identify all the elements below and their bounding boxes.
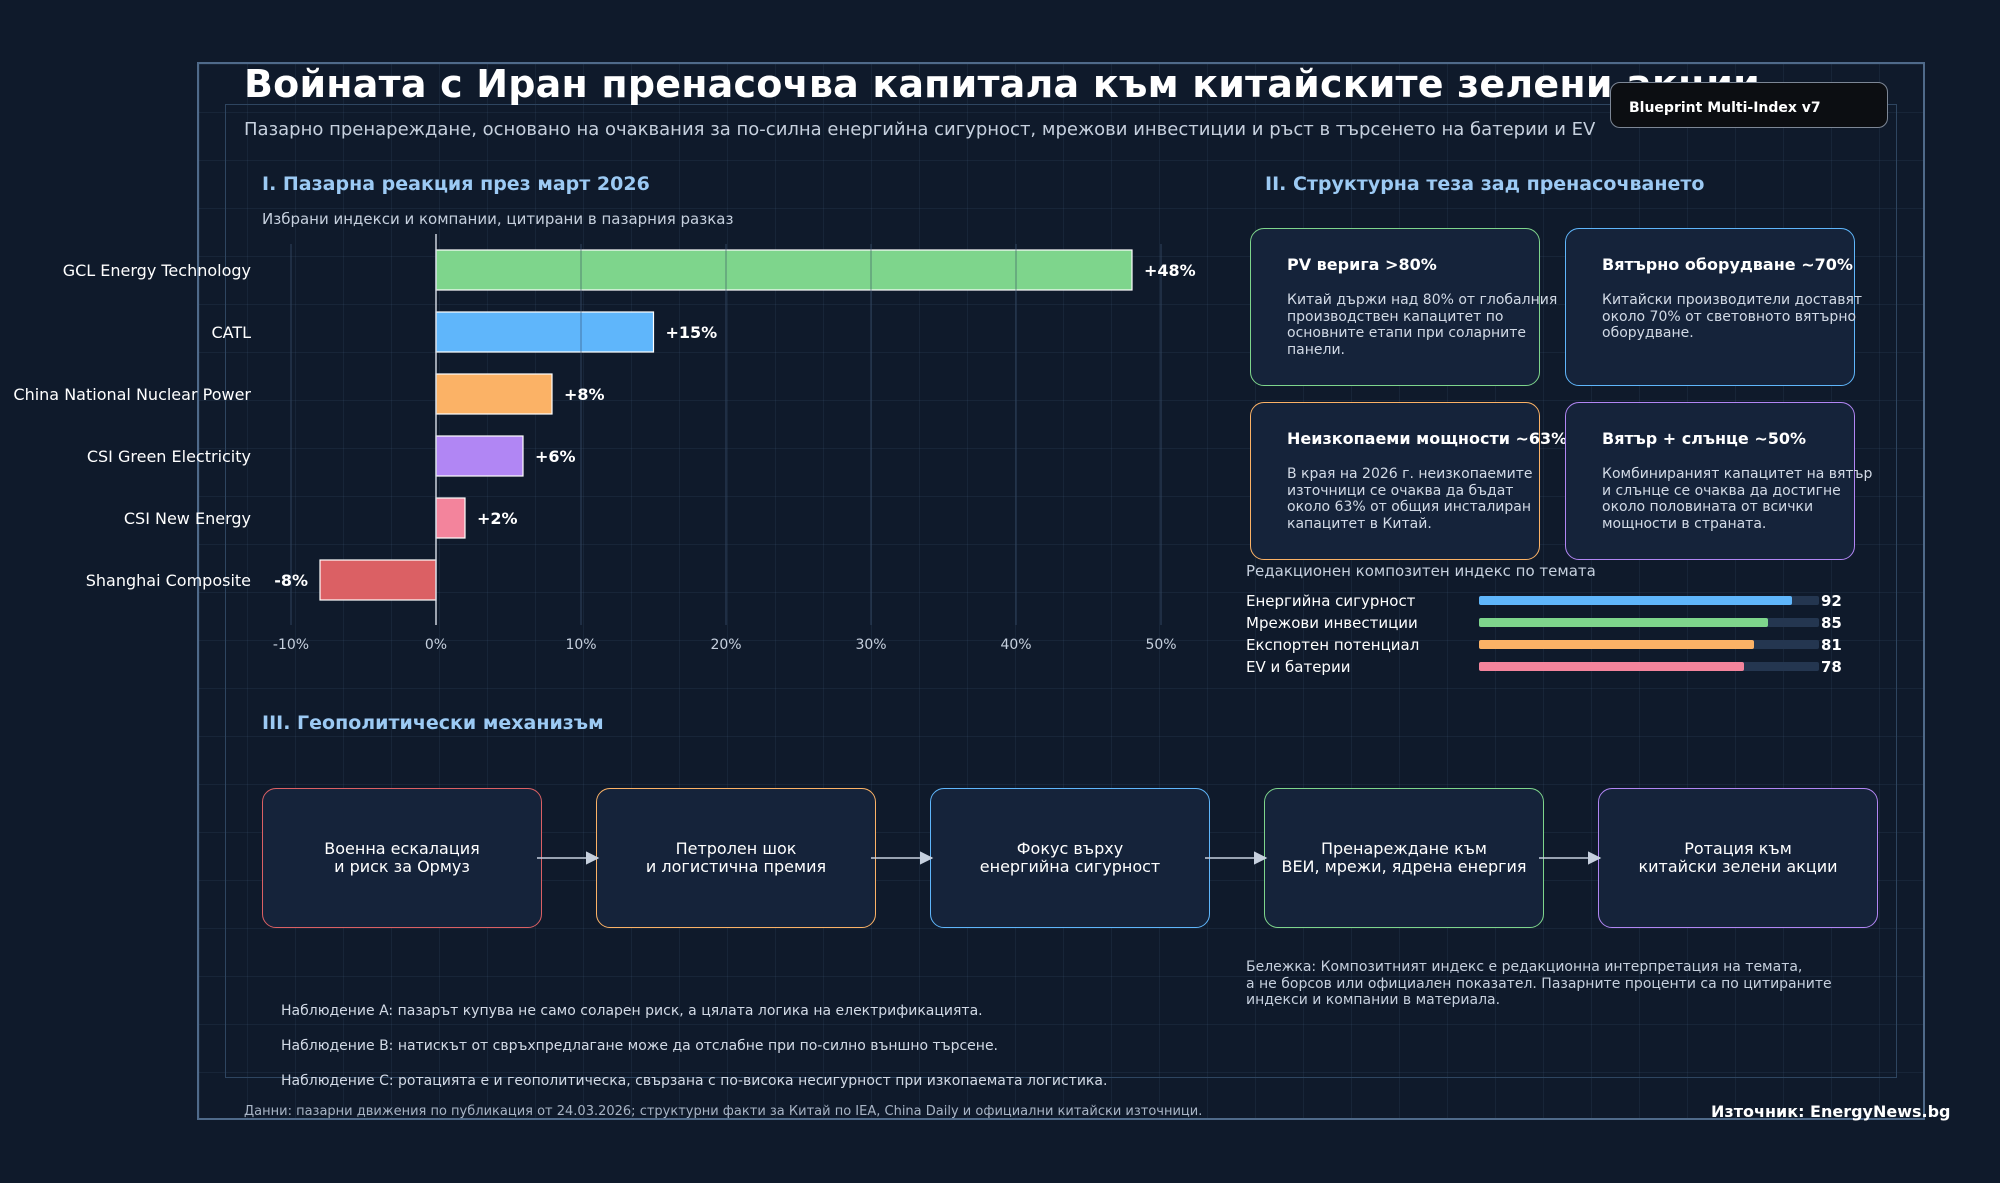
card-title: Неизкопаеми мощности ~63% xyxy=(1287,429,1568,448)
index-row-export-potential: Експортен потенциал 81 xyxy=(1246,636,1846,654)
section-2-heading: II. Структурна теза зад пренасочването xyxy=(1265,173,1705,195)
index-value: 85 xyxy=(1821,614,1842,632)
version-badge: Blueprint Multi-Index v7 xyxy=(1610,82,1888,128)
market-reaction-bar-chart: -10% 0% 10% 20% 30% 40% 50% GCL Energy Technolo… xyxy=(13,234,1196,653)
page-title: Войната с Иран пренасочва капитала към к… xyxy=(244,62,1760,106)
card-non-fossil-capacity: Неизкопаеми мощности ~63% В края на 2026… xyxy=(1250,402,1568,560)
observation-a: Наблюдение A: пазарът купува не само сол… xyxy=(281,1003,983,1019)
index-value: 92 xyxy=(1821,592,1842,610)
value-label: +15% xyxy=(666,323,718,342)
observation-b: Наблюдение B: натискът от свръхпредлаган… xyxy=(281,1038,999,1054)
index-track xyxy=(1479,640,1819,649)
card-text: Китайски производители доставят около 70… xyxy=(1602,292,1863,341)
index-fill xyxy=(1479,596,1792,605)
chart-labels: -10% 0% 10% 20% 30% 40% 50% GCL Energy Technolo… xyxy=(13,261,1195,653)
index-label: EV и батерии xyxy=(1246,658,1351,676)
bar xyxy=(435,373,553,415)
index-label: Енергийна сигурност xyxy=(1246,592,1416,610)
category-label: CATL xyxy=(211,323,251,342)
value-label: -8% xyxy=(274,571,308,590)
index-label: Експортен потенциал xyxy=(1246,636,1420,654)
index-fill xyxy=(1479,662,1745,671)
index-track xyxy=(1479,662,1819,671)
page-subtitle: Пазарно пренареждане, основано на очаква… xyxy=(244,119,1596,140)
value-label: +2% xyxy=(477,509,518,528)
footer-source: Източник: EnergyNews.bg xyxy=(1711,1102,1951,1121)
card-pv-chain: PV верига >80% Китай държи над 80% от гл… xyxy=(1250,228,1558,386)
x-tick-label: 10% xyxy=(565,637,596,653)
x-tick-label: -10% xyxy=(273,637,309,653)
section-1-heading: I. Пазарна реакция през март 2026 xyxy=(262,173,650,195)
flow-step-military-escalation: Военна ескалация и риск за Ормуз xyxy=(262,788,542,928)
bar xyxy=(435,435,524,477)
bar xyxy=(435,249,1133,291)
inner-frame xyxy=(225,104,1897,1078)
bar xyxy=(435,497,466,539)
index-value: 81 xyxy=(1821,636,1842,654)
x-tick-label: 20% xyxy=(710,637,741,653)
index-track xyxy=(1479,618,1819,627)
index-value: 78 xyxy=(1821,658,1842,676)
index-track xyxy=(1479,596,1819,605)
category-label: China National Nuclear Power xyxy=(13,385,251,404)
category-label: CSI New Energy xyxy=(124,509,251,528)
value-label: +48% xyxy=(1144,261,1196,280)
section-1-subheading: Избрани индекси и компании, цитирани в п… xyxy=(262,210,734,228)
methodology-note: Бележка: Композитният индекс е редакцион… xyxy=(1246,959,1832,1008)
x-tick-label: 40% xyxy=(1000,637,1031,653)
card-text: В края на 2026 г. неизкопаемите източниц… xyxy=(1287,466,1533,532)
chart-bars xyxy=(319,234,1162,625)
card-title: PV верига >80% xyxy=(1287,255,1437,274)
card-text: Китай държи над 80% от глобалния произво… xyxy=(1287,292,1558,358)
x-tick-label: 0% xyxy=(425,637,447,653)
x-tick-label: 30% xyxy=(855,637,886,653)
index-row-ev-batteries: EV и батерии 78 xyxy=(1246,658,1846,676)
card-title: Вятър + слънце ~50% xyxy=(1602,429,1807,448)
flow-step-energy-security: Фокус върху енергийна сигурност xyxy=(930,788,1210,928)
index-label: Мрежови инвестиции xyxy=(1246,614,1418,632)
category-label: CSI Green Electricity xyxy=(87,447,251,466)
x-tick-label: 50% xyxy=(1145,637,1176,653)
observation-c: Наблюдение C: ротацията е и геополитичес… xyxy=(281,1073,1108,1089)
index-row-grid-investment: Мрежови инвестиции 85 xyxy=(1246,614,1846,632)
card-title: Вятърно оборудване ~70% xyxy=(1602,255,1853,274)
card-wind-solar: Вятър + слънце ~50% Комбинираният капаци… xyxy=(1565,402,1873,560)
flow-step-rotation: Ротация към китайски зелени акции xyxy=(1598,788,1878,928)
category-label: GCL Energy Technology xyxy=(63,261,251,280)
bar xyxy=(435,311,655,353)
section-3-heading: III. Геополитически механизъм xyxy=(262,712,604,734)
value-label: +6% xyxy=(535,447,576,466)
flow-step-rebalancing: Пренареждане към ВЕИ, мрежи, ядрена енер… xyxy=(1264,788,1544,928)
category-label: Shanghai Composite xyxy=(86,571,251,590)
footer-data-note: Данни: пазарни движения по публикация от… xyxy=(244,1104,1203,1119)
index-row-energy-security: Енергийна сигурност 92 xyxy=(1246,592,1846,610)
card-wind-equipment: Вятърно оборудване ~70% Китайски произво… xyxy=(1565,228,1863,386)
composite-index-title: Редакционен композитен индекс по темата xyxy=(1246,562,1596,580)
index-fill xyxy=(1479,618,1768,627)
index-fill xyxy=(1479,640,1755,649)
flow-step-oil-shock: Петролен шок и логистична премия xyxy=(596,788,876,928)
value-label: +8% xyxy=(564,385,605,404)
bar xyxy=(319,559,437,601)
card-text: Комбинираният капацитет на вятър и слънц… xyxy=(1602,466,1873,532)
